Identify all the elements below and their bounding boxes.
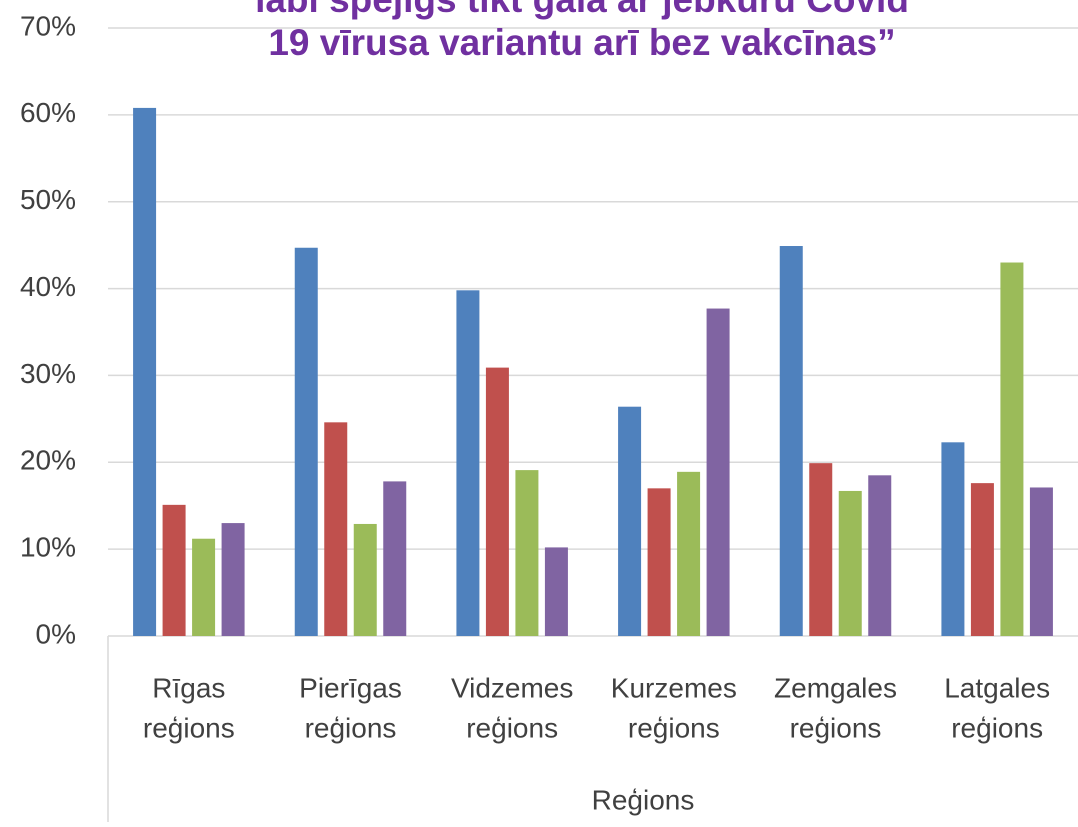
bar	[838, 490, 862, 636]
bar	[970, 483, 994, 636]
bar	[868, 475, 892, 636]
y-tick-label: 30%	[20, 358, 76, 389]
bar	[133, 107, 157, 636]
x-tick-label: Zemgales	[774, 672, 897, 703]
bar	[706, 308, 730, 636]
bar	[809, 463, 833, 636]
y-tick-label: 20%	[20, 445, 76, 476]
bar	[1029, 487, 1053, 636]
bar	[353, 523, 377, 636]
bar	[1000, 262, 1024, 636]
bar	[485, 367, 509, 636]
x-tick-label: Latgales	[944, 672, 1050, 703]
x-tick-label: Vidzemes	[451, 672, 573, 703]
y-tick-label: 60%	[20, 97, 76, 128]
y-tick-label: 70%	[20, 10, 76, 41]
bar	[192, 538, 216, 636]
x-tick-label: Kurzemes	[611, 672, 737, 703]
y-tick-label: 10%	[20, 532, 76, 563]
bar	[515, 470, 539, 636]
chart-title: 19 vīrusa variantu arī bez vakcīnas”	[268, 22, 895, 63]
y-tick-label: 0%	[36, 618, 76, 649]
bar	[941, 442, 965, 636]
y-tick-label: 40%	[20, 271, 76, 302]
bar	[383, 481, 407, 636]
bar	[324, 422, 348, 636]
bar	[544, 547, 568, 636]
x-tick-label: reģions	[628, 712, 720, 743]
x-tick-label: Rīgas	[152, 672, 225, 703]
x-tick-label: reģions	[143, 712, 235, 743]
bar	[456, 290, 480, 636]
x-tick-label: Pierīgas	[299, 672, 402, 703]
bar	[162, 504, 186, 636]
bar	[779, 246, 803, 637]
bar	[618, 406, 642, 636]
bar	[647, 488, 671, 636]
x-tick-label: reģions	[466, 712, 558, 743]
x-tick-label: reģions	[305, 712, 397, 743]
x-tick-label: reģions	[790, 712, 882, 743]
chart-title: labi spējīgs tikt galā ar jebkuru Covid	[255, 0, 909, 20]
x-tick-label: reģions	[951, 712, 1043, 743]
bar	[294, 247, 318, 636]
y-tick-label: 50%	[20, 184, 76, 215]
bar	[221, 523, 245, 636]
bar	[677, 471, 701, 636]
x-axis-label: Reģions	[592, 784, 695, 815]
